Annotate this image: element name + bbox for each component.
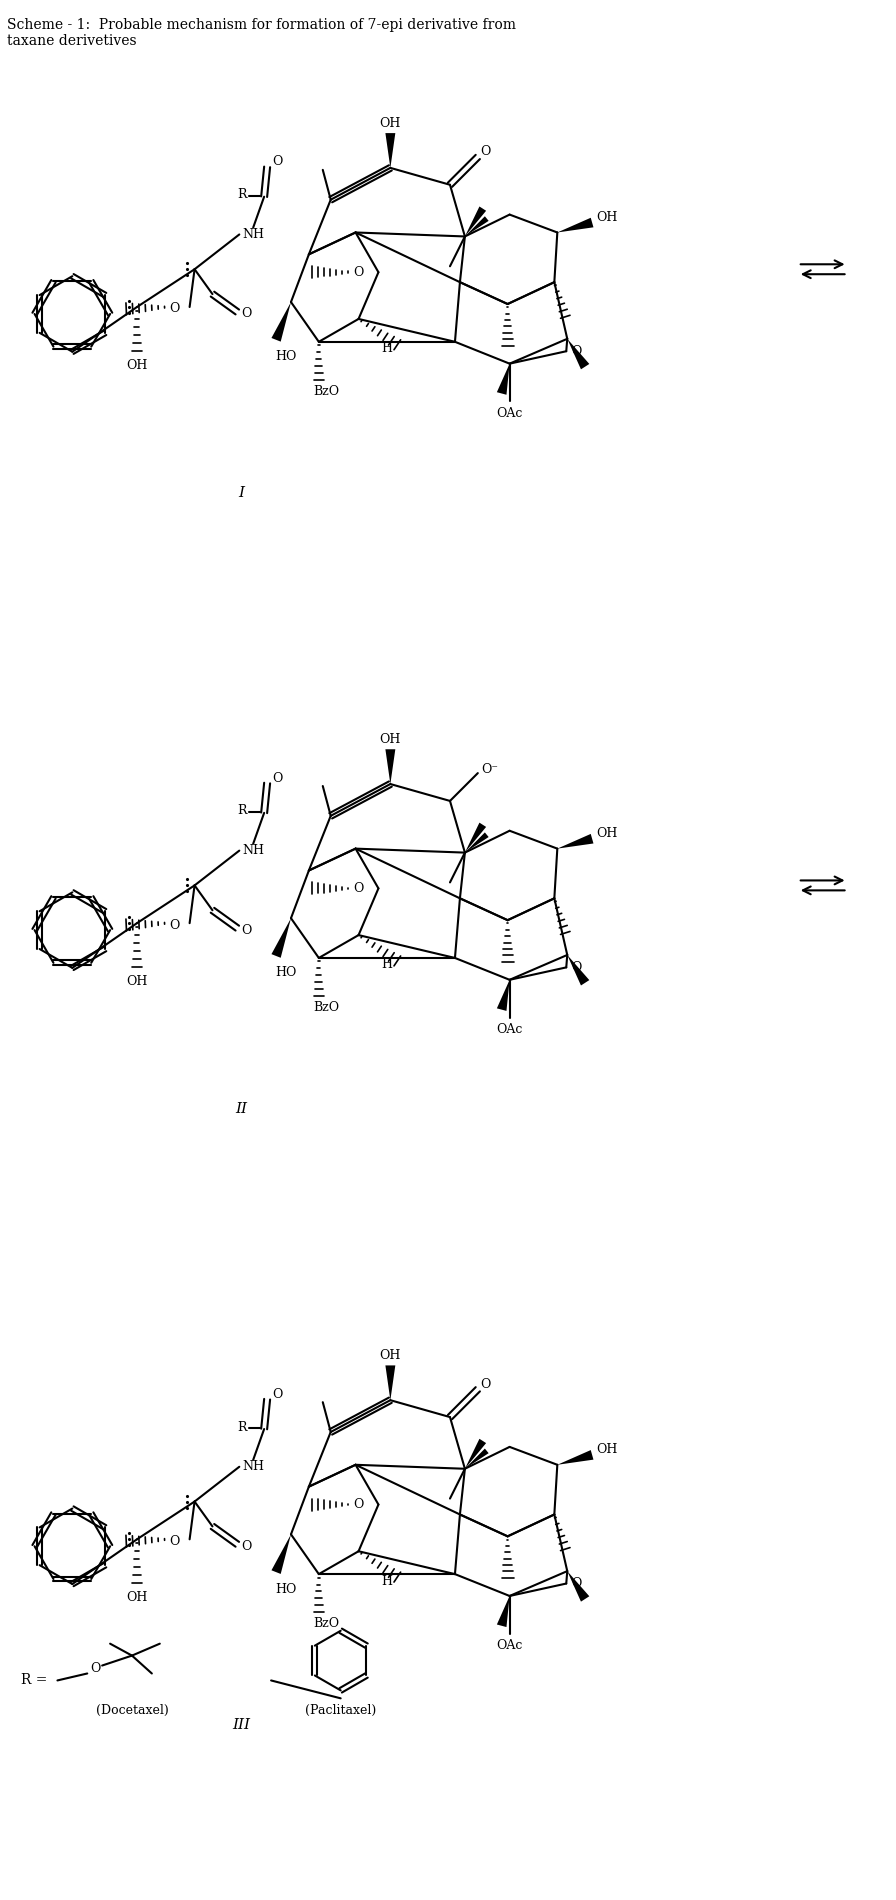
Polygon shape — [465, 832, 488, 853]
Text: H: H — [381, 342, 392, 355]
Polygon shape — [497, 1596, 510, 1626]
Text: O: O — [169, 1535, 180, 1548]
Text: O: O — [571, 344, 582, 357]
Polygon shape — [567, 1571, 590, 1602]
Text: BzO: BzO — [314, 1001, 340, 1015]
Text: O: O — [271, 1387, 282, 1400]
Text: OH: OH — [597, 211, 617, 224]
Text: R: R — [237, 1421, 247, 1433]
Text: O: O — [353, 1497, 364, 1510]
Text: OH: OH — [126, 1592, 148, 1604]
Polygon shape — [465, 823, 487, 853]
Text: O: O — [169, 920, 180, 931]
Polygon shape — [465, 217, 488, 236]
Text: OH: OH — [126, 359, 148, 372]
Polygon shape — [271, 1535, 291, 1573]
Text: (Docetaxel): (Docetaxel) — [96, 1704, 168, 1718]
Text: NH: NH — [242, 1461, 264, 1473]
Text: OH: OH — [380, 116, 401, 129]
Text: O: O — [571, 1577, 582, 1590]
Text: OH: OH — [597, 1444, 617, 1457]
Text: OH: OH — [380, 1349, 401, 1362]
Text: O: O — [241, 1539, 252, 1552]
Text: Scheme - 1:  Probable mechanism for formation of 7-epi derivative from: Scheme - 1: Probable mechanism for forma… — [7, 17, 516, 32]
Text: (Paclitaxel): (Paclitaxel) — [305, 1704, 376, 1718]
Text: H: H — [381, 958, 392, 971]
Text: HO: HO — [275, 1583, 297, 1596]
Polygon shape — [271, 302, 291, 342]
Text: OH: OH — [597, 826, 617, 840]
Text: O: O — [169, 302, 180, 315]
Text: taxane derivetives: taxane derivetives — [7, 34, 136, 48]
Text: H: H — [381, 1575, 392, 1588]
Polygon shape — [385, 1366, 395, 1400]
Polygon shape — [465, 1448, 488, 1469]
Text: R: R — [237, 188, 247, 201]
Text: R =: R = — [21, 1674, 47, 1687]
Text: NH: NH — [242, 228, 264, 241]
Polygon shape — [557, 218, 593, 232]
Polygon shape — [557, 834, 593, 849]
Text: OH: OH — [380, 733, 401, 747]
Text: O: O — [571, 961, 582, 975]
Text: O: O — [480, 1378, 491, 1391]
Text: I: I — [238, 486, 245, 500]
Text: O: O — [241, 308, 252, 321]
Polygon shape — [465, 1438, 487, 1469]
Text: R: R — [237, 804, 247, 817]
Text: HO: HO — [275, 967, 297, 978]
Text: OAc: OAc — [496, 1640, 522, 1653]
Text: BzO: BzO — [314, 1617, 340, 1630]
Polygon shape — [385, 749, 395, 785]
Text: O: O — [271, 156, 282, 169]
Text: III: III — [232, 1718, 250, 1733]
Text: O⁻: O⁻ — [481, 762, 498, 775]
Text: O: O — [480, 146, 491, 158]
Text: BzO: BzO — [314, 386, 340, 397]
Text: OAc: OAc — [496, 407, 522, 420]
Text: OAc: OAc — [496, 1022, 522, 1036]
Polygon shape — [567, 956, 590, 986]
Text: O: O — [353, 882, 364, 895]
Polygon shape — [271, 918, 291, 958]
Text: HO: HO — [275, 350, 297, 363]
Polygon shape — [497, 980, 510, 1011]
Text: O: O — [90, 1662, 100, 1676]
Polygon shape — [465, 207, 487, 236]
Text: NH: NH — [242, 844, 264, 857]
Polygon shape — [557, 1450, 593, 1465]
Polygon shape — [567, 338, 590, 369]
Text: O: O — [353, 266, 364, 279]
Text: O: O — [241, 923, 252, 937]
Text: O: O — [271, 771, 282, 785]
Text: OH: OH — [126, 975, 148, 988]
Text: II: II — [236, 1102, 247, 1115]
Polygon shape — [385, 133, 395, 167]
Polygon shape — [497, 363, 510, 395]
